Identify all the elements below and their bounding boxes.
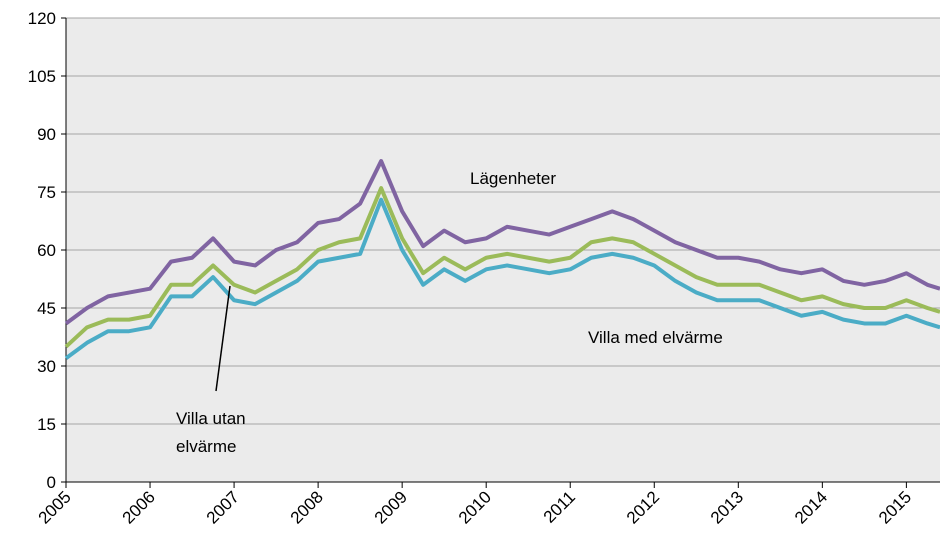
series-line [64,197,940,360]
y-tick-label: 90 [37,125,56,144]
annotation: elvärme [176,437,236,456]
series-line [64,159,940,326]
x-tick-label: 2007 [203,487,243,527]
y-tick-label: 105 [28,67,56,86]
y-tick-label: 45 [37,299,56,318]
x-tick-label: 2005 [35,487,75,527]
x-tick-label: 2008 [287,487,327,527]
x-tick-label: 2013 [707,487,747,527]
x-tick-label: 2009 [371,487,411,527]
y-tick-label: 120 [28,9,56,28]
y-tick-label: 0 [47,473,56,492]
y-tick-label: 30 [37,357,56,376]
y-tick-label: 60 [37,241,56,260]
x-tick-label: 2006 [119,487,159,527]
x-tick-label: 2012 [623,487,663,527]
x-tick-label: 2010 [455,487,495,527]
y-tick-label: 15 [37,415,56,434]
annotation: Lägenheter [470,169,556,188]
x-tick-label: 2014 [791,487,831,527]
x-tick-label: 2015 [875,487,915,527]
series-line [64,186,940,349]
annotation-leader [215,285,231,392]
x-tick-label: 2011 [540,487,579,526]
annotation: Villa med elvärme [588,328,723,347]
y-tick-label: 75 [37,183,56,202]
annotation: Villa utan [176,409,246,428]
